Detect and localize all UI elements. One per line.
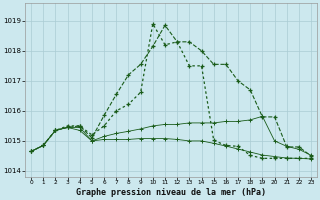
X-axis label: Graphe pression niveau de la mer (hPa): Graphe pression niveau de la mer (hPa) [76,188,266,197]
